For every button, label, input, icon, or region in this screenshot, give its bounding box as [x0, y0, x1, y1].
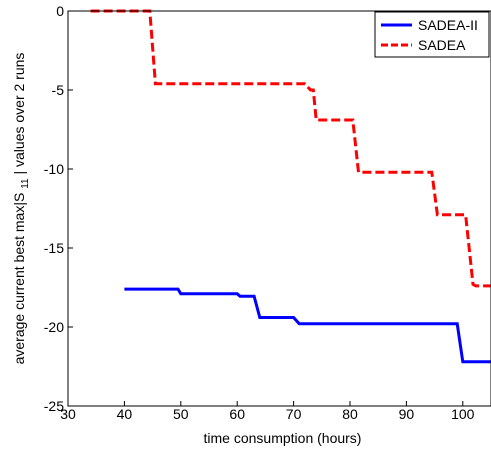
x-tick-label: 40 — [117, 406, 133, 422]
series-line-sadea-ii — [124, 287, 491, 364]
x-axis-title: time consumption (hours) — [204, 430, 362, 446]
x-tick-label: 90 — [399, 406, 415, 422]
legend-label-sadea-ii: SADEA-II — [418, 17, 478, 33]
plot-lines — [90, 9, 491, 364]
y-tick-label: 0 — [56, 3, 64, 19]
legend: SADEA-II SADEA — [374, 11, 490, 58]
y-tick-label: -5 — [52, 82, 65, 98]
y-axis-title: average current best max|S 11 | values o… — [11, 53, 31, 365]
plot-frame — [67, 10, 491, 407]
y-tick-label: -25 — [44, 398, 64, 414]
x-tick-label: 30 — [60, 406, 76, 422]
y-tick-label: -15 — [44, 240, 64, 256]
x-tick-label: 50 — [173, 406, 189, 422]
y-tick-label: -20 — [44, 319, 64, 335]
y-axis-title-subscript: 11 — [20, 178, 31, 189]
x-tick-label: 80 — [342, 406, 358, 422]
x-tick-label: 60 — [229, 406, 245, 422]
y-axis-title-main: average current best max|S — [11, 193, 27, 365]
y-tick-label: -10 — [44, 161, 64, 177]
legend-box — [374, 11, 490, 58]
axis-ticks — [67, 10, 464, 407]
legend-label-sadea: SADEA — [418, 37, 466, 53]
tick-labels: 30 40 50 60 70 80 90 100 0 -5 -10 -15 -20 -25 — [44, 3, 475, 422]
y-axis-title-tail: | values over 2 runs — [11, 53, 27, 175]
series-line-sadea — [90, 9, 491, 288]
x-tick-label: 70 — [286, 406, 302, 422]
x-tick-label: 100 — [451, 406, 475, 422]
